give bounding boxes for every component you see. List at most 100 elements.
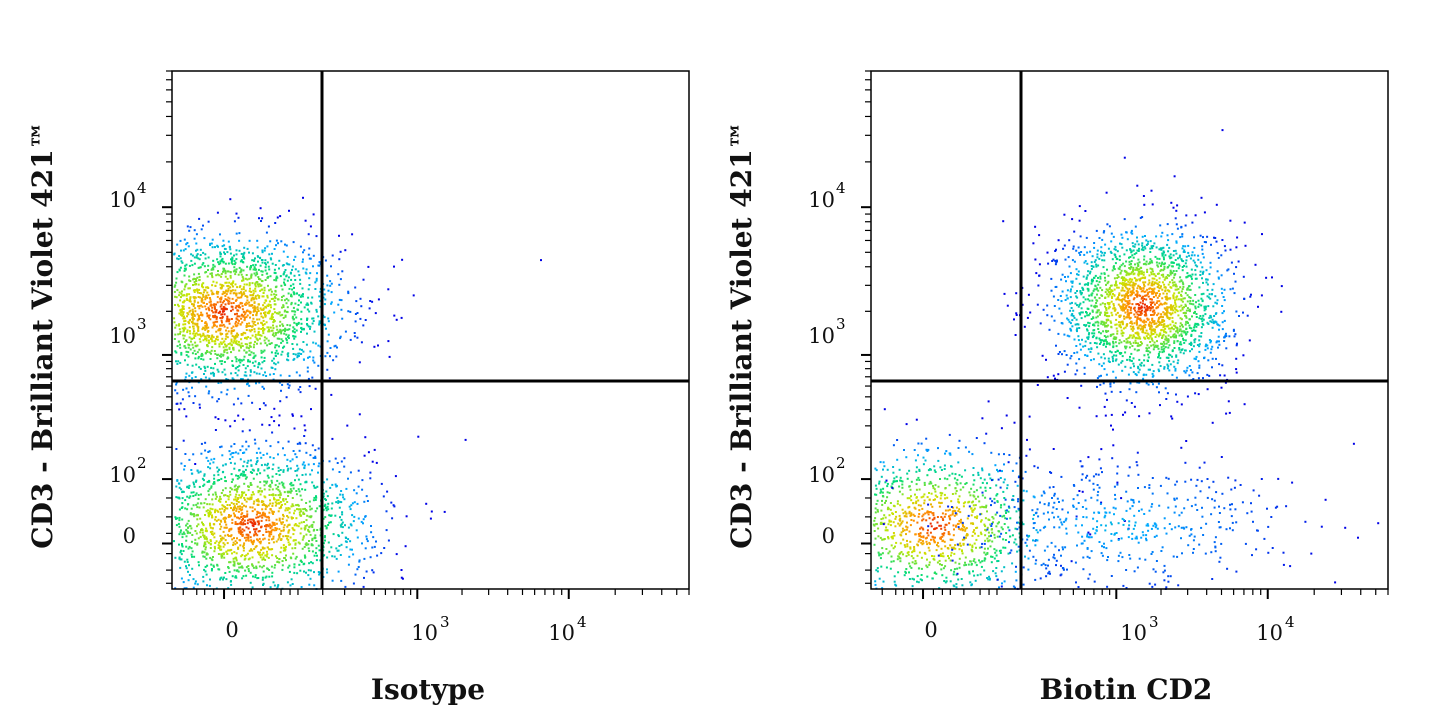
event-dot — [260, 270, 263, 273]
event-dot — [311, 537, 314, 540]
event-dot — [315, 235, 318, 238]
event-dot — [232, 325, 235, 328]
event-dot — [317, 315, 320, 318]
event-dot — [261, 508, 264, 511]
event-dot — [1138, 278, 1141, 281]
event-dot — [247, 336, 250, 339]
event-dot — [210, 485, 213, 488]
event-dot — [226, 388, 229, 391]
event-dot — [249, 287, 251, 290]
event-dot — [220, 553, 223, 556]
event-dot — [207, 294, 210, 297]
event-dot — [197, 494, 200, 496]
event-dot — [194, 307, 197, 310]
event-dot — [256, 510, 259, 513]
event-dot — [255, 372, 258, 375]
event-dot — [1144, 326, 1146, 329]
event-dot — [291, 343, 294, 345]
event-dot — [223, 556, 226, 559]
event-dot — [273, 362, 276, 365]
event-dot — [255, 271, 258, 274]
event-dot — [287, 386, 290, 389]
event-dot — [1218, 363, 1221, 366]
event-dot — [226, 542, 229, 545]
event-dot — [302, 508, 305, 511]
event-dot — [334, 457, 337, 460]
event-dot — [315, 310, 318, 313]
event-dot — [1206, 347, 1209, 350]
event-dot — [237, 570, 240, 573]
event-dot — [309, 325, 312, 328]
event-dot — [1095, 336, 1098, 339]
event-dot — [344, 330, 347, 333]
event-dot — [210, 303, 213, 306]
event-dot — [267, 504, 270, 507]
event-dot — [298, 522, 301, 525]
event-dot — [296, 343, 299, 346]
event-dot — [247, 568, 250, 570]
event-dot — [200, 493, 202, 496]
event-dot — [286, 515, 289, 517]
event-dot — [245, 310, 248, 312]
event-dot — [1184, 292, 1187, 295]
event-dot — [1126, 340, 1129, 343]
event-dot — [236, 537, 238, 540]
event-dot — [258, 408, 261, 410]
event-dot — [257, 503, 260, 506]
event-dot — [358, 559, 361, 562]
event-dot — [204, 328, 207, 331]
event-dot — [205, 327, 208, 330]
event-dot — [202, 506, 205, 509]
event-dot — [268, 569, 271, 571]
event-dot — [341, 526, 344, 529]
event-dot — [315, 279, 318, 282]
event-dot — [225, 293, 228, 296]
event-dot — [286, 324, 289, 326]
event-dot — [222, 269, 225, 272]
event-dot — [317, 471, 319, 474]
event-dot — [191, 534, 194, 536]
event-dot — [192, 481, 195, 484]
event-dot — [242, 269, 245, 272]
event-dot — [318, 261, 321, 264]
event-dot — [269, 526, 272, 529]
event-dot — [190, 540, 193, 543]
event-dot — [241, 313, 244, 316]
event-dot — [250, 328, 253, 331]
event-dot — [224, 338, 227, 340]
event-dot — [300, 353, 303, 355]
event-dot — [273, 498, 276, 501]
event-dot — [1080, 251, 1083, 253]
event-dot — [279, 324, 281, 327]
event-dot — [182, 317, 185, 320]
event-dot — [1108, 293, 1111, 296]
event-dot — [1150, 337, 1153, 340]
event-dot — [203, 551, 206, 554]
event-dot — [260, 349, 263, 352]
event-dot — [213, 350, 216, 352]
event-dot — [1066, 289, 1069, 292]
event-dot — [209, 462, 212, 465]
event-dot — [238, 349, 241, 352]
event-dot — [287, 359, 290, 362]
event-dot — [1210, 321, 1213, 324]
event-dot — [301, 295, 304, 298]
event-dot — [1046, 251, 1049, 254]
event-dot — [200, 228, 203, 231]
event-dot — [234, 540, 237, 543]
event-dot — [1101, 302, 1104, 305]
event-dot — [1221, 364, 1224, 367]
event-dot — [1148, 412, 1151, 415]
event-dot — [1205, 269, 1208, 272]
event-dot — [323, 505, 326, 507]
event-dot — [243, 374, 246, 377]
event-dot — [354, 313, 357, 315]
event-dot — [197, 301, 200, 304]
event-dot — [326, 556, 329, 559]
event-dot — [196, 322, 199, 325]
event-dot — [265, 482, 268, 485]
event-dot — [258, 318, 261, 321]
event-dot — [212, 556, 214, 558]
event-dot — [174, 333, 177, 336]
event-dot — [1094, 304, 1097, 307]
